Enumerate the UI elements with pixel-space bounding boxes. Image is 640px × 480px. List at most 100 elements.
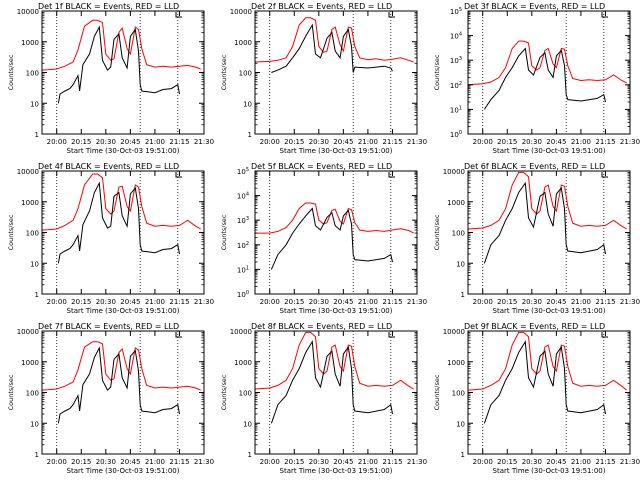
y-tick-label: 100: [452, 230, 465, 238]
x-tick-label: 21:00: [571, 458, 591, 466]
series-events: [483, 181, 606, 264]
chart-title: Det 1f BLACK = Events, RED = LLD: [38, 2, 179, 11]
x-tick-label: 20:45: [546, 458, 566, 466]
x-tick-label: 21:15: [595, 138, 615, 146]
y-tick-label: 1000: [447, 199, 465, 207]
x-tick-label: 20:30: [309, 298, 329, 306]
y-tick-label: 100: [239, 70, 252, 78]
series-lld: [467, 331, 628, 391]
chart-title: Det 5f BLACK = Events, RED = LLD: [251, 162, 392, 171]
y-tick-label: 1000: [21, 359, 39, 367]
y-axis-label: Counts/sec: [7, 214, 15, 250]
x-tick-label: 21:15: [595, 458, 615, 466]
y-tick-label: 10: [243, 420, 252, 428]
series-lld: [467, 40, 627, 86]
x-tick-label: 20:30: [522, 138, 542, 146]
y-tick-label: 100: [452, 390, 465, 398]
x-tick-label: 21:15: [382, 458, 402, 466]
x-tick-label: 21:00: [358, 458, 378, 466]
y-axis-label: Counts/sec: [220, 214, 228, 250]
x-tick-label: 20:30: [309, 138, 329, 146]
y-tick-label: 1000: [21, 39, 39, 47]
y-tick-label: 104: [450, 32, 462, 41]
y-tick-label: 101: [450, 105, 462, 114]
x-tick-label: 20:30: [96, 298, 116, 306]
x-tick-label: 20:45: [546, 138, 566, 146]
y-tick-label: 1: [248, 451, 252, 459]
x-axis-label: Start Time (30-Oct-03 19:51:00): [280, 467, 393, 475]
x-tick-label: 20:15: [497, 458, 517, 466]
y-tick-label: 10000: [17, 168, 39, 176]
x-tick-label: 21:30: [620, 458, 640, 466]
y-tick-label: 10: [456, 420, 465, 428]
y-tick-label: 10000: [230, 328, 252, 336]
chart-panel: Det 6f BLACK = Events, RED = LLD 1 10 100 10…: [433, 162, 640, 315]
x-tick-label: 20:00: [260, 138, 280, 146]
x-tick-label: 20:00: [473, 138, 493, 146]
x-tick-label: 20:45: [546, 298, 566, 306]
x-tick-label: 21:00: [571, 298, 591, 306]
x-axis-label: Start Time (30-Oct-03 19:51:00): [67, 307, 180, 315]
x-tick-label: 21:30: [407, 298, 427, 306]
y-tick-label: 1: [35, 451, 39, 459]
x-tick-label: 20:15: [284, 138, 304, 146]
x-tick-label: 20:15: [71, 298, 91, 306]
y-tick-label: 1: [461, 291, 465, 299]
x-axis-label: Start Time (30-Oct-03 19:51:00): [280, 307, 393, 315]
y-axis-label: Counts/sec: [220, 374, 228, 410]
series-lld: [254, 17, 414, 63]
x-tick-label: 21:30: [407, 458, 427, 466]
x-tick-label: 20:45: [333, 458, 353, 466]
x-tick-label: 20:30: [522, 458, 542, 466]
y-tick-label: 1: [35, 291, 39, 299]
x-tick-label: 20:15: [71, 138, 91, 146]
x-tick-label: 21:15: [169, 458, 189, 466]
chart-title: Det 7f BLACK = Events, RED = LLD: [38, 322, 179, 331]
x-tick-label: 21:00: [145, 458, 165, 466]
x-axis-label: Start Time (30-Oct-03 19:51:00): [493, 307, 606, 315]
chart-title: Det 3f BLACK = Events, RED = LLD: [464, 2, 605, 11]
y-tick-label: 1000: [234, 39, 252, 47]
chart-title: Det 2f BLACK = Events, RED = LLD: [251, 2, 392, 11]
x-tick-label: 20:45: [120, 458, 140, 466]
x-tick-label: 20:45: [120, 298, 140, 306]
y-tick-label: 101: [237, 265, 249, 274]
y-tick-label: 104: [237, 192, 249, 201]
y-tick-label: 1000: [21, 199, 39, 207]
chart-title: Det 8f BLACK = Events, RED = LLD: [251, 322, 392, 331]
chart-panel: Det 7f BLACK = Events, RED = LLD 1 10 100 10…: [7, 322, 214, 475]
chart-panel: Det 1f BLACK = Events, RED = LLD 1 10 100 10…: [7, 2, 214, 155]
y-tick-label: 100: [237, 290, 249, 299]
y-tick-label: 10000: [230, 8, 252, 16]
x-axis-label: Start Time (30-Oct-03 19:51:00): [67, 147, 180, 155]
legend-marker: [388, 332, 395, 338]
chart-panel: Det 2f BLACK = Events, RED = LLD 1 10 100 10…: [220, 2, 427, 155]
x-tick-label: 21:15: [595, 298, 615, 306]
plot-frame: [41, 330, 205, 455]
y-tick-label: 10000: [17, 328, 39, 336]
y-axis-label: Counts/sec: [220, 54, 228, 90]
x-tick-label: 21:15: [169, 138, 189, 146]
x-axis-label: Start Time (30-Oct-03 19:51:00): [493, 467, 606, 475]
series-events: [270, 340, 393, 424]
series-lld: [41, 173, 201, 231]
x-axis-label: Start Time (30-Oct-03 19:51:00): [493, 147, 606, 155]
legend-marker: [175, 332, 182, 338]
series-lld: [41, 19, 201, 71]
y-axis-label: Counts/sec: [433, 374, 441, 410]
x-tick-label: 20:15: [497, 298, 517, 306]
x-tick-label: 20:15: [71, 458, 91, 466]
y-tick-label: 10: [30, 420, 39, 428]
series-events: [483, 47, 606, 110]
x-tick-label: 20:30: [309, 458, 329, 466]
y-tick-label: 103: [237, 216, 249, 225]
x-tick-label: 21:30: [620, 138, 640, 146]
y-tick-label: 1: [35, 131, 39, 139]
chart-panel: Det 8f BLACK = Events, RED = LLD 1 10 100 10…: [220, 322, 427, 475]
chart-title: Det 4f BLACK = Events, RED = LLD: [38, 162, 179, 171]
x-tick-label: 21:15: [382, 298, 402, 306]
series-lld: [41, 341, 201, 391]
plot-frame: [467, 10, 631, 135]
legend-marker: [175, 12, 182, 18]
